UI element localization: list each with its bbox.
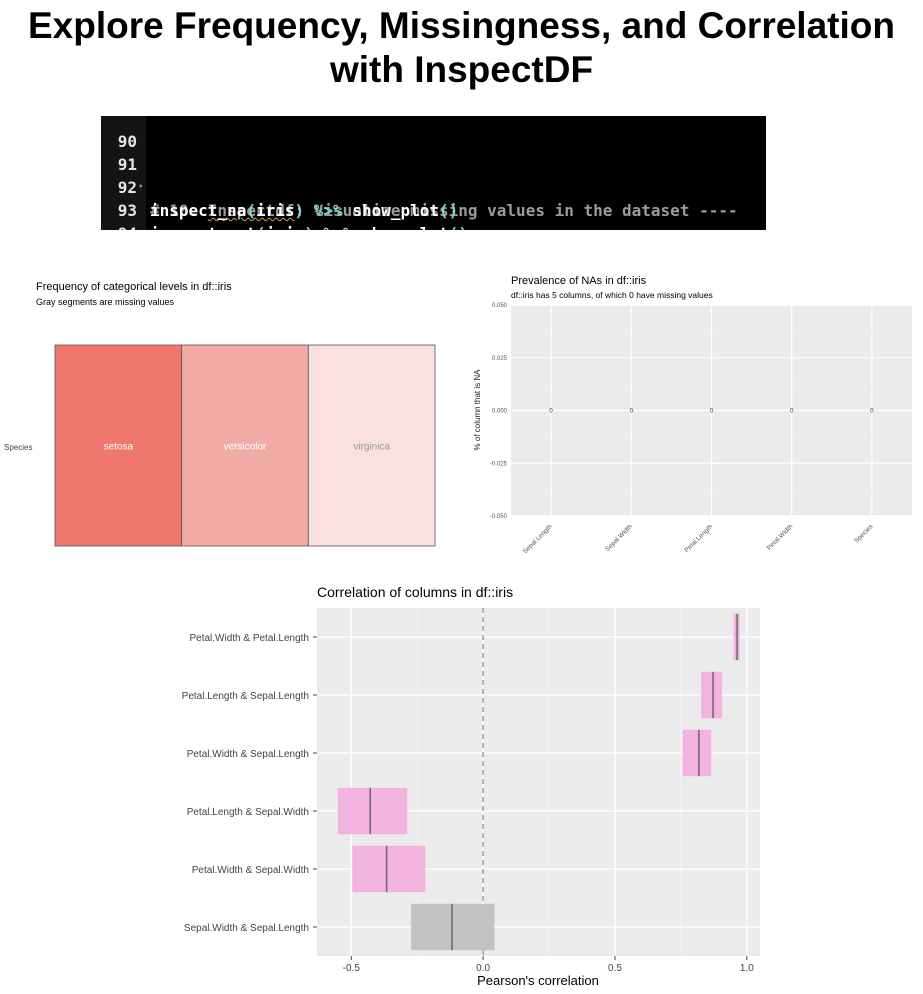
x-tick-label: Sepal.Length (522, 523, 554, 555)
chart-subtitle: df::iris has 5 columns, of which 0 have … (511, 290, 713, 300)
category-segment (54, 344, 183, 547)
code-text: inspect_na(iris) %>% show_plot() (150, 199, 458, 222)
y-tick-label: -0.025 (490, 461, 508, 467)
na-point-label: 0 (790, 409, 794, 415)
chart-title: Prevalence of NAs in df::iris (511, 275, 647, 287)
code-line-90: 90 (101, 116, 140, 151)
y-axis-label: Species (4, 443, 32, 452)
line-number: 91 (117, 155, 137, 174)
code-editor: 90 91 ▾ # 10. Inspectdf: Visualize missi… (101, 116, 766, 230)
x-tick-label: Species (853, 523, 875, 545)
code-pipe: %>% (313, 201, 343, 220)
segment-label: setosa (104, 442, 134, 453)
segment-label: versicolor (224, 442, 267, 453)
correlation-interval-bar (337, 787, 408, 835)
correlation-chart: Correlation of columns in df::iris Petal… (182, 584, 760, 988)
code-function: inspect_na (150, 201, 247, 220)
y-tick-label: -0.050 (490, 514, 508, 520)
y-tick-label: Petal.Length & Sepal.Length (182, 691, 309, 702)
x-tick-label: 0.0 (476, 963, 490, 974)
chart-title: Frequency of categorical levels in df::i… (36, 281, 232, 293)
code-line-91: 91 ▾ # 10. Inspectdf: Visualize missing … (101, 130, 738, 220)
correlation-interval-bar (701, 671, 723, 719)
x-tick-label: Petal.Length (683, 523, 714, 554)
code-comment: # 10. Inspectdf: Visualize missing value… (150, 199, 738, 222)
y-tick-labels: Petal.Width & Petal.Length Petal.Length &… (182, 633, 317, 934)
comment-text: : Visualize missing values in the datase… (294, 201, 738, 220)
code-function: show_plot (352, 201, 440, 220)
y-axis-title: % of column that is NA (473, 369, 482, 451)
code-paren: () (449, 224, 468, 230)
x-tick-label: Petal.Width (766, 523, 795, 552)
code-paren: () (439, 201, 459, 220)
y-tick-label: Petal.Width & Sepal.Width (192, 865, 309, 876)
code-paren: ( (246, 201, 256, 220)
na-point-label: 0 (630, 409, 634, 415)
comment-text: # 10. (150, 201, 208, 220)
correlation-interval-bar (682, 729, 712, 777)
code-text: inspect_cat(iris) %>% show_plot() (150, 222, 468, 230)
x-tick-label: 0.5 (608, 963, 622, 974)
category-segment (307, 344, 436, 547)
code-paren: ) (294, 201, 305, 220)
x-ticks: Sepal.Length Sepal.Width Petal.Length Petal… (522, 523, 875, 556)
spellcheck-word: Inspectdf (207, 201, 295, 220)
title-line-2: with InspectDF (329, 49, 594, 90)
category-bar-group: setosa versicolor virginica (54, 344, 436, 547)
x-tick-label: -0.5 (343, 963, 361, 974)
code-paren: ) (304, 224, 314, 230)
category-segment (181, 344, 309, 547)
code-line-95: 95 (101, 222, 140, 230)
na-point-label: 0 (710, 409, 714, 415)
y-tick-label: Petal.Width & Sepal.Length (187, 749, 309, 760)
code-arg: iris (255, 201, 295, 220)
line-number: 90 (117, 132, 137, 151)
code-paren: ( (256, 224, 266, 230)
na-prevalence-chart: Prevalence of NAs in df::iris df::iris h… (473, 275, 912, 556)
segment-label: virginica (353, 442, 390, 453)
y-tick-label: Petal.Length & Sepal.Width (187, 807, 309, 818)
plot-panel (317, 608, 760, 956)
data-points: 0 0 0 0 0 (549, 409, 874, 415)
x-tick-label: Sepal.Width (604, 523, 634, 553)
y-tick-label: 0.000 (492, 409, 508, 415)
y-tick-label: Sepal.Width & Sepal.Length (184, 923, 309, 934)
line-number: 92 (117, 178, 137, 197)
line-number: 94 (111, 222, 137, 230)
na-point-label: 0 (549, 409, 553, 415)
code-line-92: 92 inspect_na(iris) %>% show_plot() (101, 153, 459, 220)
chart-title: Correlation of columns in df::iris (317, 584, 513, 600)
correlation-interval-bar (411, 903, 495, 951)
correlation-interval-bar (352, 845, 426, 893)
grid-lines (511, 304, 912, 517)
y-ticks: -0.050 -0.025 0.000 0.025 0.050 (490, 303, 508, 520)
grid-lines (317, 608, 760, 956)
x-ticks: -0.5 0.0 0.5 1.0 (343, 956, 754, 974)
code-line-93: 93 inspect_cat(iris) %>% show_plot() (101, 176, 468, 230)
na-point-label: 0 (870, 409, 874, 415)
code-pipe: %>% (323, 224, 352, 230)
categorical-frequency-chart: Frequency of categorical levels in df::i… (4, 281, 436, 547)
title-line-1: Explore Frequency, Missingness, and Corr… (28, 5, 895, 46)
y-tick-label: 0.025 (492, 356, 508, 362)
x-tick-label: 1.0 (740, 963, 754, 974)
y-tick-label: Petal.Width & Petal.Length (189, 633, 309, 644)
correlation-bars (337, 613, 740, 951)
x-axis-title: Pearson's correlation (477, 973, 599, 988)
y-tick-label: 0.050 (492, 303, 508, 309)
line-number: 93 (117, 201, 137, 220)
line-gutter (101, 116, 146, 230)
code-arg: iris (266, 224, 305, 230)
fold-arrow-icon[interactable]: ▾ (138, 182, 144, 192)
code-function: show_plot (362, 224, 449, 230)
code-function: inspect_cat (150, 224, 256, 230)
chart-subtitle: Gray segments are missing values (36, 297, 175, 307)
page-title: Explore Frequency, Missingness, and Corr… (0, 4, 923, 92)
code-line-94: 94 inspect_cor(iris) %>% show_plot() (101, 199, 140, 230)
